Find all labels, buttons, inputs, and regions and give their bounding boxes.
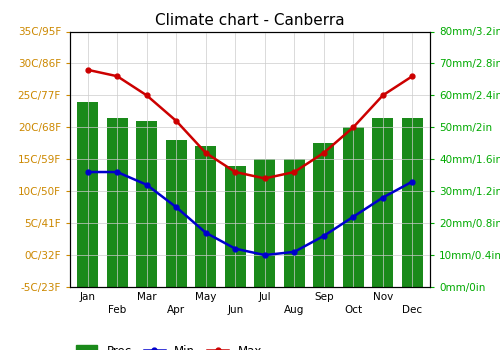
Text: Aug: Aug xyxy=(284,305,304,315)
Text: Mar: Mar xyxy=(137,292,156,302)
Legend: Prec, Min, Max: Prec, Min, Max xyxy=(76,345,262,350)
Text: Oct: Oct xyxy=(344,305,362,315)
Text: Jan: Jan xyxy=(80,292,96,302)
Bar xyxy=(402,118,422,287)
Text: May: May xyxy=(195,292,216,302)
Title: Climate chart - Canberra: Climate chart - Canberra xyxy=(155,13,345,28)
Text: Dec: Dec xyxy=(402,305,422,315)
Bar xyxy=(372,118,393,287)
Bar xyxy=(78,102,98,287)
Text: Apr: Apr xyxy=(167,305,186,315)
Bar xyxy=(107,118,128,287)
Bar xyxy=(314,143,334,287)
Bar xyxy=(284,159,304,287)
Bar xyxy=(166,140,186,287)
Bar xyxy=(343,127,363,287)
Bar xyxy=(136,121,157,287)
Text: Feb: Feb xyxy=(108,305,126,315)
Text: Jun: Jun xyxy=(227,305,244,315)
Text: Nov: Nov xyxy=(372,292,393,302)
Bar xyxy=(254,159,275,287)
Text: Jul: Jul xyxy=(258,292,271,302)
Text: Sep: Sep xyxy=(314,292,334,302)
Bar xyxy=(196,146,216,287)
Bar xyxy=(225,166,246,287)
